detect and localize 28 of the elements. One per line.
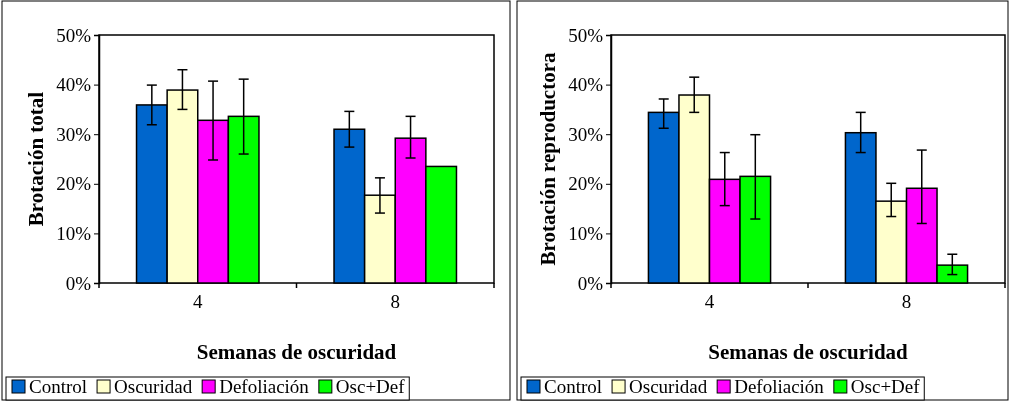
y-tick-label: 50%: [568, 24, 604, 46]
y-tick-label: 0%: [65, 272, 92, 294]
x-tick-label: 8: [901, 291, 912, 313]
x-tick-label: 8: [390, 291, 400, 313]
legend-label: Oscuridad: [629, 376, 708, 397]
x-tick-label: 4: [193, 291, 203, 313]
y-tick-label: 0%: [577, 272, 604, 294]
y-tick-label: 30%: [568, 123, 604, 145]
y-axis-title: Brotación total: [24, 91, 48, 227]
y-tick-label: 20%: [568, 173, 604, 195]
y-tick-label: 20%: [56, 173, 92, 195]
x-axis-title: Semanas de oscuridad: [708, 340, 909, 364]
y-tick-label: 10%: [56, 222, 92, 244]
legend-label: Osc+Def: [335, 376, 406, 397]
y-tick-label: 30%: [56, 123, 92, 145]
legend-label: Osc+Def: [850, 376, 921, 397]
legend-label: Oscuridad: [114, 376, 193, 397]
x-axis-title: Semanas de oscuridad: [196, 340, 397, 364]
y-tick-label: 40%: [568, 74, 604, 96]
legend-label: Defoliación: [734, 376, 825, 397]
y-tick-label: 50%: [56, 24, 92, 46]
y-axis-title: Brotación reproductora: [536, 52, 560, 266]
y-tick-label: 40%: [56, 74, 92, 96]
y-tick-label: 10%: [568, 222, 604, 244]
legend-label: Control: [29, 376, 88, 397]
legend-label: Defoliación: [219, 376, 310, 397]
legend-label: Control: [544, 376, 603, 397]
x-tick-label: 4: [704, 291, 715, 313]
